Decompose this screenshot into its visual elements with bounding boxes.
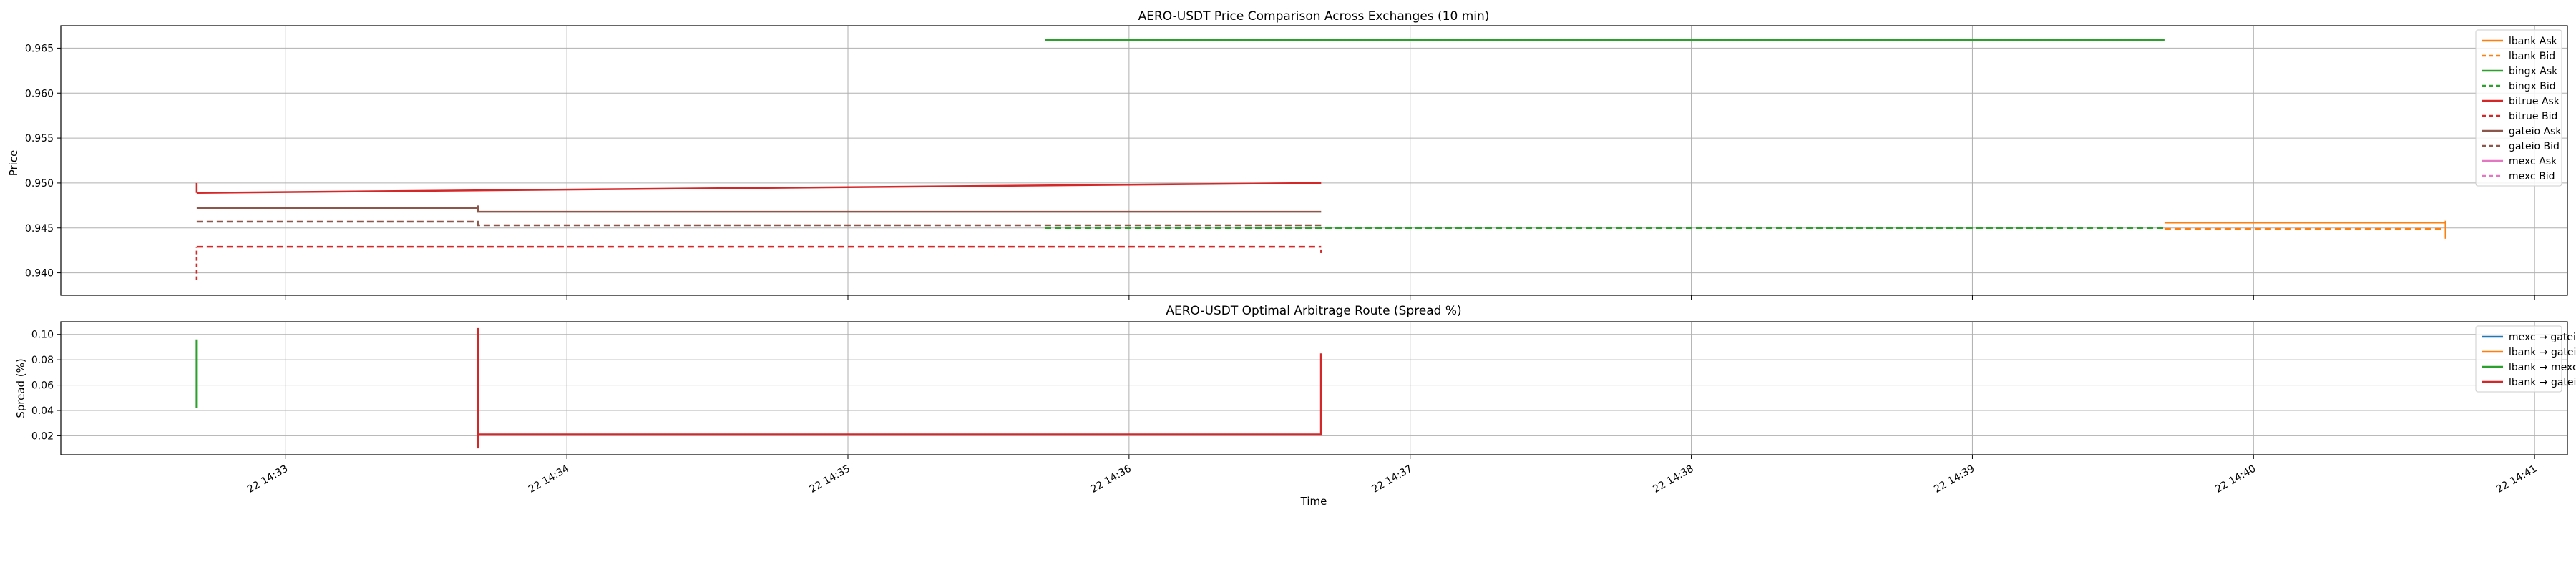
y-tick-label: 0.965 <box>25 43 54 54</box>
y-tick-label: 0.06 <box>31 380 54 392</box>
spread-series <box>195 327 1322 449</box>
legend-entry: bitrue Bid <box>2509 111 2557 122</box>
y-tick-label: 0.940 <box>25 268 54 280</box>
spread-x-axis-label: Time <box>1300 495 1327 508</box>
legend-entry: bingx Bid <box>2509 81 2556 92</box>
legend-entry: lbank → gateio <box>2509 377 2576 388</box>
legend-entry: lbank → mexc <box>2509 362 2576 373</box>
spread-chart-title: AERO-USDT Optimal Arbitrage Route (Sprea… <box>1166 304 1461 318</box>
spread-axes-frame <box>60 321 2568 455</box>
spread-y-axis-label: Spread (%) <box>14 358 27 418</box>
price-chart-title: AERO-USDT Price Comparison Across Exchan… <box>1138 9 1490 24</box>
price-x-ticks <box>285 295 2535 300</box>
legend-entry: lbank Bid <box>2509 51 2555 62</box>
price-series <box>195 39 2447 280</box>
series-line-3 <box>477 327 1322 449</box>
price-legend: lbank Ask lbank Bid bingx Ask bingx Bid bitr… <box>2475 29 2562 187</box>
y-tick-label: 0.945 <box>25 223 54 235</box>
legend-entry: bitrue Ask <box>2509 96 2560 107</box>
series-line-4 <box>196 182 1322 194</box>
y-tick-label: 0.960 <box>25 88 54 99</box>
y-tick-label: 0.10 <box>31 330 54 341</box>
y-tick-label: 0.04 <box>31 405 54 417</box>
price-axes-frame <box>60 25 2568 296</box>
y-tick-label: 0.02 <box>31 430 54 442</box>
legend-entry: mexc Bid <box>2509 171 2555 182</box>
legend-box <box>2475 325 2562 393</box>
legend-entry: mexc → gateio <box>2509 332 2576 343</box>
spread-legend: mexc → gateio lbank → gateio lbank → mexc l… <box>2475 325 2576 393</box>
legend-entry: mexc Ask <box>2509 156 2557 167</box>
price-y-ticks: 0.940 0.945 0.950 0.955 0.960 0.965 <box>25 43 61 280</box>
legend-entry: lbank → gateio <box>2509 347 2576 358</box>
legend-box <box>2475 29 2562 187</box>
spread-y-ticks: 0.02 0.04 0.06 0.08 0.10 <box>31 330 61 442</box>
price-comparison-axes: AERO-USDT Price Comparison Across Exchan… <box>7 9 2568 300</box>
price-y-axis-label: Price <box>7 150 20 177</box>
y-tick-label: 0.950 <box>25 178 54 189</box>
y-tick-label: 0.955 <box>25 133 54 144</box>
legend-entry: bingx Ask <box>2509 66 2558 77</box>
legend-entry: gateio Bid <box>2509 141 2560 152</box>
y-tick-label: 0.08 <box>31 355 54 366</box>
series-line-7 <box>196 220 1322 227</box>
legend-entry: gateio Ask <box>2509 126 2562 137</box>
legend-entry: lbank Ask <box>2509 36 2558 47</box>
